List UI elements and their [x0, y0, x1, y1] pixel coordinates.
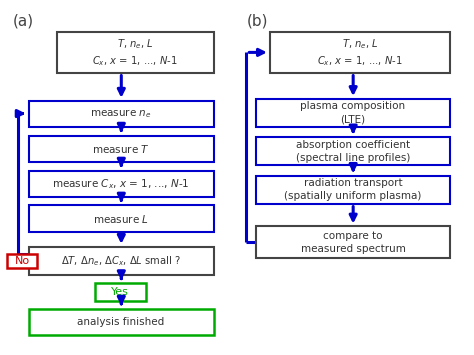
FancyBboxPatch shape: [256, 137, 450, 165]
Text: (b): (b): [246, 13, 268, 28]
FancyBboxPatch shape: [57, 32, 214, 73]
Text: measure $C_x$, $x$ = 1, ..., $N$-1: measure $C_x$, $x$ = 1, ..., $N$-1: [52, 177, 190, 191]
Text: $T$, $n_e$, $L$
$C_x$, $x$ = 1, ..., $N$-1: $T$, $n_e$, $L$ $C_x$, $x$ = 1, ..., $N$…: [92, 37, 178, 69]
FancyBboxPatch shape: [28, 308, 214, 335]
Text: plasma composition
(LTE): plasma composition (LTE): [301, 101, 405, 125]
Text: measure $n_e$: measure $n_e$: [91, 107, 152, 120]
Text: $\Delta T$, $\Delta n_e$, $\Delta C_x$, $\Delta L$ small ?: $\Delta T$, $\Delta n_e$, $\Delta C_x$, …: [61, 254, 181, 268]
FancyBboxPatch shape: [256, 226, 450, 258]
Text: Yes: Yes: [111, 287, 129, 297]
Text: radiation transport
(spatially uniform plasma): radiation transport (spatially uniform p…: [284, 178, 422, 201]
Text: (a): (a): [13, 13, 34, 28]
Text: compare to
measured spectrum: compare to measured spectrum: [301, 230, 405, 254]
FancyBboxPatch shape: [28, 170, 214, 197]
FancyBboxPatch shape: [28, 206, 214, 232]
FancyBboxPatch shape: [256, 99, 450, 127]
Text: analysis finished: analysis finished: [77, 317, 164, 327]
FancyBboxPatch shape: [28, 100, 214, 127]
FancyBboxPatch shape: [28, 247, 214, 275]
FancyBboxPatch shape: [256, 176, 450, 204]
FancyBboxPatch shape: [270, 32, 450, 73]
Text: $T$, $n_e$, $L$
$C_x$, $x$ = 1, ..., $N$-1: $T$, $n_e$, $L$ $C_x$, $x$ = 1, ..., $N$…: [317, 37, 403, 69]
Text: No: No: [14, 256, 29, 266]
Text: measure $T$: measure $T$: [92, 143, 150, 155]
FancyBboxPatch shape: [8, 254, 36, 268]
FancyBboxPatch shape: [95, 283, 146, 300]
Text: measure $L$: measure $L$: [93, 213, 149, 225]
FancyBboxPatch shape: [28, 136, 214, 162]
Text: absorption coefficient
(spectral line profiles): absorption coefficient (spectral line pr…: [296, 140, 410, 163]
